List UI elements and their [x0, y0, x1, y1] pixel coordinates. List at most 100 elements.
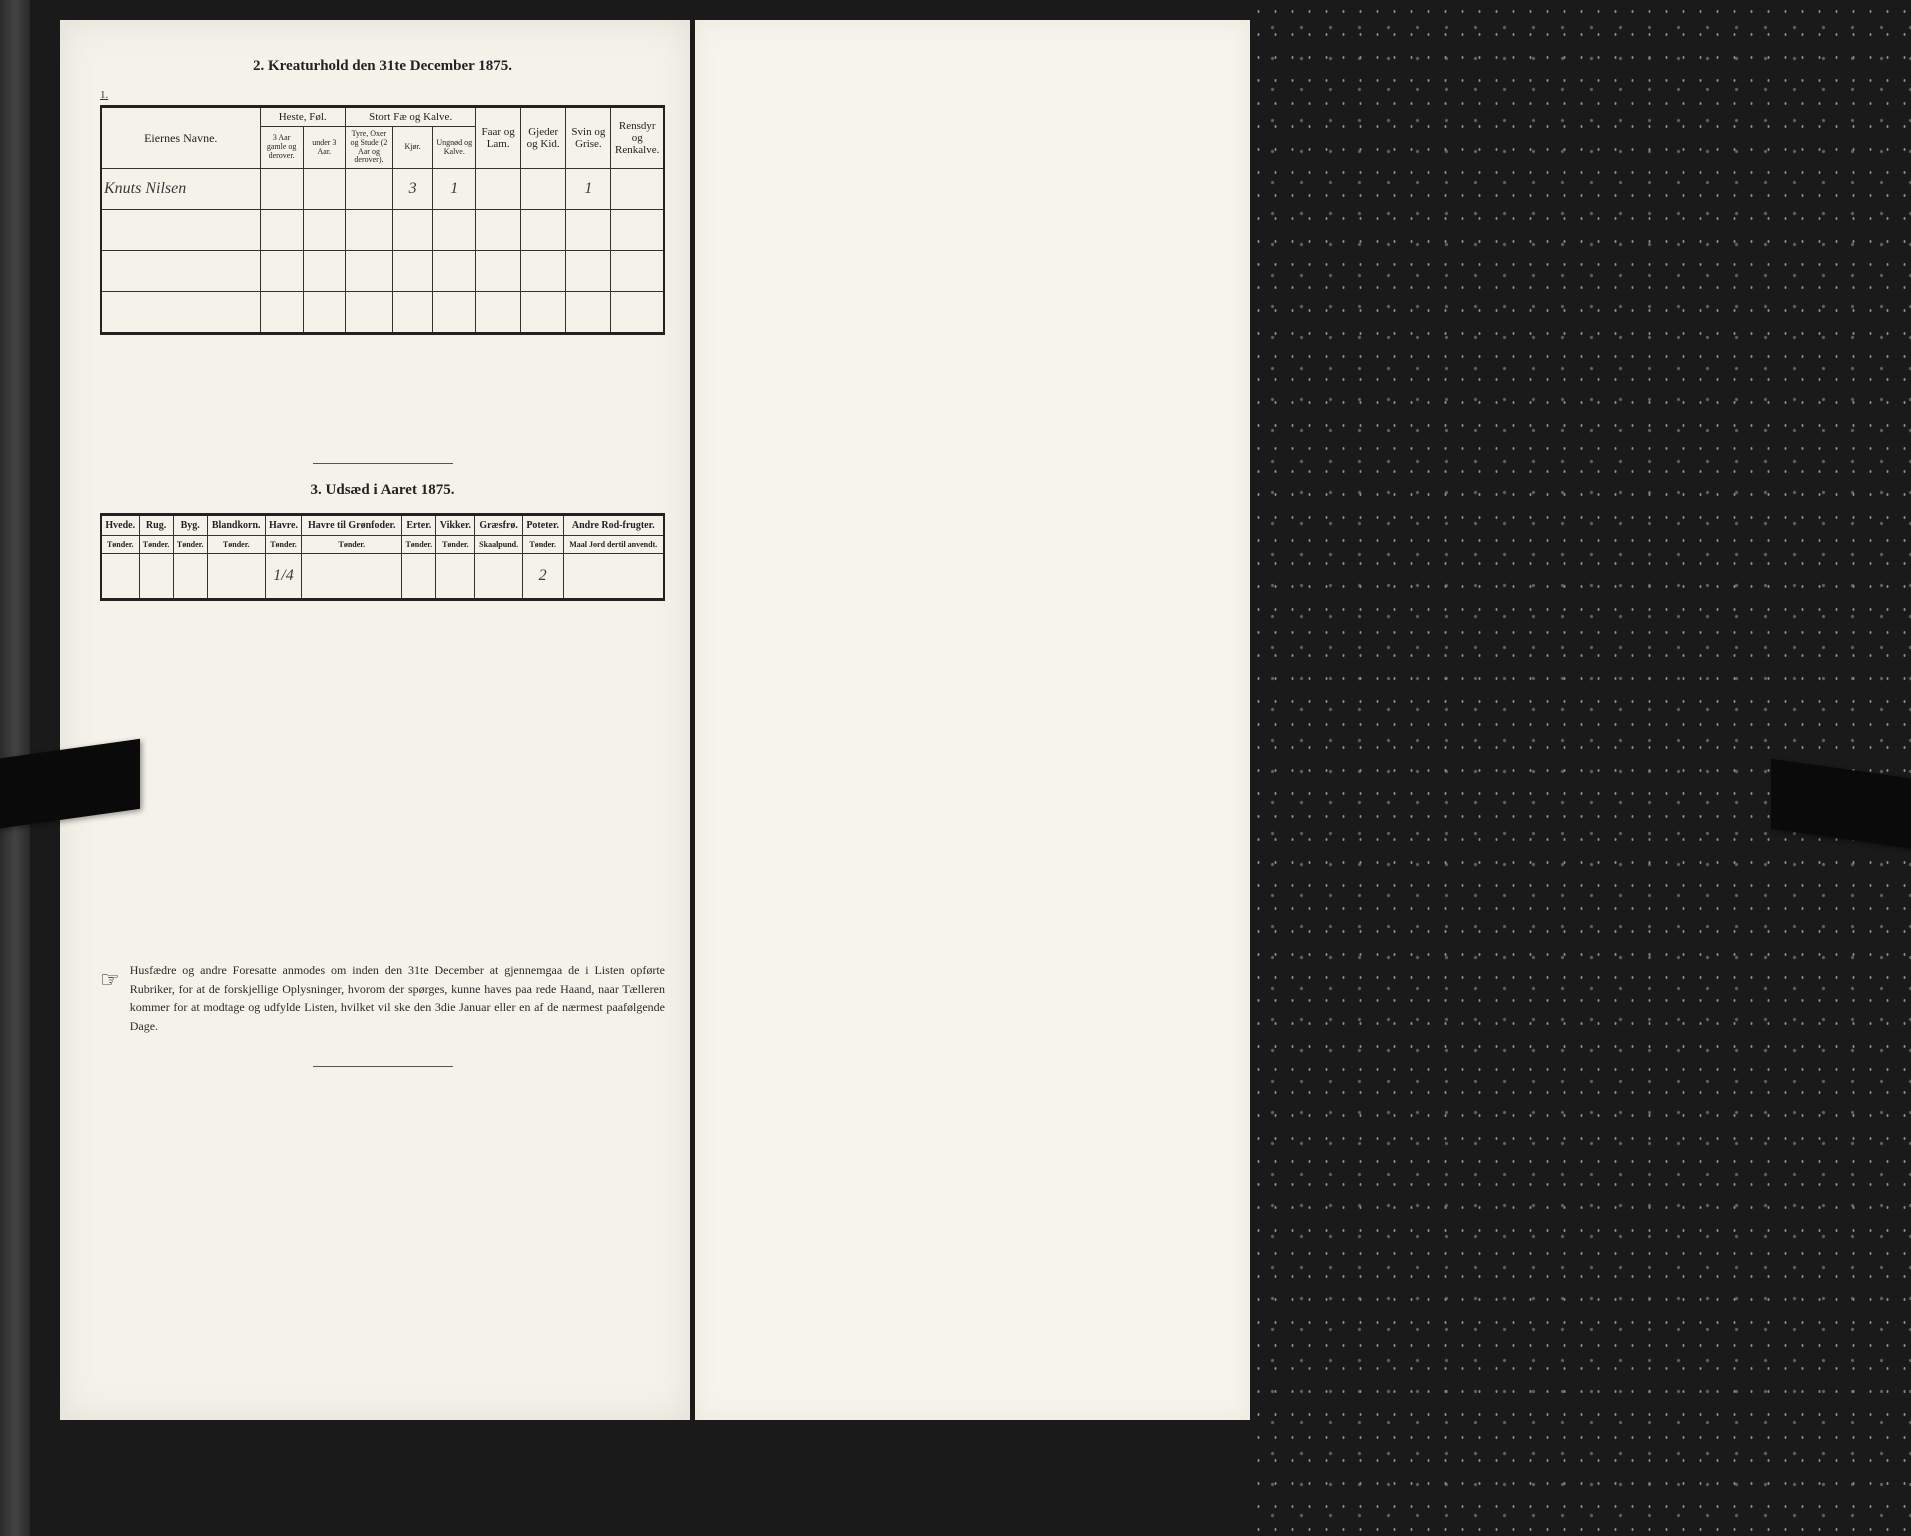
cell: 1 [433, 169, 476, 210]
seed-cell [563, 554, 664, 600]
cell [303, 210, 345, 251]
pointing-hand-icon: ☞ [100, 963, 120, 1035]
col-gjeder: Gjeder og Kid. [520, 107, 565, 169]
seed-col-unit: Maal Jord dertil anvendt. [563, 536, 664, 554]
col-group-stort: Stort Fæ og Kalve. [345, 107, 475, 127]
cell [303, 292, 345, 334]
cell: 1 [566, 169, 611, 210]
bottom-divider [313, 1066, 453, 1067]
seed-col-unit: Tønder. [139, 536, 173, 554]
cell [393, 292, 433, 334]
cell [566, 210, 611, 251]
col-heste-a: 3 Aar gamle og derover. [260, 127, 303, 169]
seed-cell [101, 554, 139, 600]
cell [393, 251, 433, 292]
cell [520, 251, 565, 292]
cell [611, 210, 664, 251]
seed-col-label: Havre til Grønfoder. [302, 515, 402, 536]
cell [393, 210, 433, 251]
seed-col-unit: Tønder. [173, 536, 207, 554]
seed-col-unit: Tønder. [265, 536, 302, 554]
seed-cell [475, 554, 522, 600]
cell [433, 210, 476, 251]
table-row [101, 292, 664, 334]
cell [345, 210, 392, 251]
seed-col-label: Blandkorn. [207, 515, 265, 536]
section2-title: 2. Kreaturhold den 31te December 1875. [100, 58, 665, 75]
table-row: Knuts Nilsen311 [101, 169, 664, 210]
cell [260, 251, 303, 292]
col-heste-b: under 3 Aar. [303, 127, 345, 169]
seed-cell [302, 554, 402, 600]
col-name: Eiernes Navne. [101, 107, 260, 169]
cell [101, 210, 260, 251]
seed-col-label: Erter. [402, 515, 436, 536]
col-stort-c: Ungnød og Kalve. [433, 127, 476, 169]
seed-col-unit: Tønder. [302, 536, 402, 554]
cell [345, 292, 392, 334]
cell [260, 169, 303, 210]
seed-col-label: Andre Rod-frugter. [563, 515, 664, 536]
cell [433, 292, 476, 334]
cell [101, 251, 260, 292]
cell [611, 251, 664, 292]
footer-note: ☞ Husfædre og andre Foresatte anmodes om… [100, 961, 665, 1035]
seed-cell [139, 554, 173, 600]
section3-title: 3. Udsæd i Aaret 1875. [100, 482, 665, 499]
cell [566, 292, 611, 334]
right-page [695, 20, 1250, 1420]
seed-col-label: Græsfrø. [475, 515, 522, 536]
divider [313, 463, 453, 464]
cell [345, 251, 392, 292]
table-row [101, 251, 664, 292]
cell [345, 169, 392, 210]
col-svin: Svin og Grise. [566, 107, 611, 169]
cell [520, 169, 565, 210]
seed-col-unit: Tønder. [436, 536, 475, 554]
cell [260, 292, 303, 334]
seed-cell [436, 554, 475, 600]
left-page: 2. Kreaturhold den 31te December 1875. 1… [60, 20, 690, 1420]
seed-col-label: Byg. [173, 515, 207, 536]
cell [476, 292, 521, 334]
cell [433, 251, 476, 292]
cell [476, 251, 521, 292]
seed-col-unit: Tønder. [522, 536, 563, 554]
cell [260, 210, 303, 251]
livestock-table: Eiernes Navne. Heste, Føl. Stort Fæ og K… [100, 105, 665, 335]
corner-number: 1. [100, 89, 665, 101]
cell: Knuts Nilsen [101, 169, 260, 210]
seed-col-unit: Tønder. [101, 536, 139, 554]
seed-col-unit: Tønder. [402, 536, 436, 554]
seed-cell [207, 554, 265, 600]
seed-cell [402, 554, 436, 600]
cell [101, 292, 260, 334]
seed-col-label: Rug. [139, 515, 173, 536]
col-rensdyr: Rensdyr og Renkalve. [611, 107, 664, 169]
seed-col-unit: Skaalpund. [475, 536, 522, 554]
footer-text: Husfædre og andre Foresatte anmodes om i… [130, 961, 665, 1035]
col-faar: Faar og Lam. [476, 107, 521, 169]
seed-col-label: Havre. [265, 515, 302, 536]
cell [520, 292, 565, 334]
cell [611, 292, 664, 334]
cell [476, 210, 521, 251]
cell [476, 169, 521, 210]
cell [520, 210, 565, 251]
cell [303, 169, 345, 210]
cell: 3 [393, 169, 433, 210]
cell [566, 251, 611, 292]
seed-col-label: Poteter. [522, 515, 563, 536]
cell [611, 169, 664, 210]
seed-col-label: Hvede. [101, 515, 139, 536]
col-group-heste: Heste, Føl. [260, 107, 345, 127]
seed-cell [173, 554, 207, 600]
cell [303, 251, 345, 292]
seed-col-label: Vikker. [436, 515, 475, 536]
col-stort-a: Tyre, Oxer og Stude (2 Aar og derover). [345, 127, 392, 169]
seed-cell: 2 [522, 554, 563, 600]
seed-table: Hvede.Rug.Byg.Blandkorn.Havre.Havre til … [100, 513, 665, 601]
seed-cell: 1/4 [265, 554, 302, 600]
table-row [101, 210, 664, 251]
col-stort-b: Kjør. [393, 127, 433, 169]
